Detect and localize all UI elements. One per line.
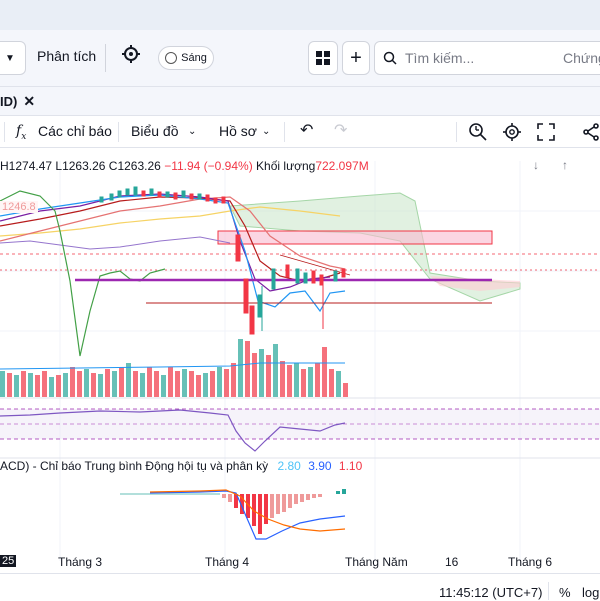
change-value: −11.94 (−0.94%) [164, 159, 253, 173]
axis-tick: 16 [445, 555, 459, 569]
high-value: H1274.47 [0, 159, 53, 173]
layout-grid-button[interactable] [308, 41, 338, 75]
volume-value: 722.097M [315, 159, 369, 173]
top-bar: ▼ Phân tích Sáng + Tìm kiếm... Chứng [0, 30, 600, 87]
fullscreen-icon[interactable] [537, 123, 555, 144]
share-icon[interactable] [582, 123, 600, 144]
chevron-down-icon[interactable]: ↓ [533, 158, 539, 172]
candlesticks [99, 186, 346, 335]
redo-icon[interactable]: ↷ [334, 122, 348, 139]
moving-average-line [0, 236, 231, 250]
status-bar: 11:45:12 (UTC+7) % log [0, 573, 600, 601]
axis-tick: Tháng 6 [508, 555, 553, 569]
chart-canvas[interactable] [0, 148, 600, 572]
axis-tick: Tháng Năm [345, 555, 408, 569]
tab-label: ID) [0, 93, 18, 109]
axis-tick: Tháng 3 [58, 555, 103, 569]
alert-search-icon[interactable] [468, 122, 488, 145]
trend-line[interactable] [279, 254, 351, 276]
securities-label: Chứng [563, 50, 600, 66]
divider [548, 582, 549, 600]
year-label: 25 [0, 555, 17, 567]
macd-title: ACD) - Chỉ báo Trung bình Động hội tụ và… [0, 459, 269, 473]
volume-histogram [0, 339, 348, 397]
settings-icon[interactable] [502, 122, 522, 145]
function-icon[interactable]: fx [16, 123, 27, 142]
signal-value: 3.90 [308, 459, 332, 473]
grid-icon [316, 51, 330, 65]
indicators-button[interactable]: Các chỉ báo [38, 123, 112, 139]
gear-icon[interactable] [121, 44, 141, 69]
log-toggle[interactable]: log [582, 585, 600, 600]
divider [456, 122, 457, 142]
symbol-dropdown-button[interactable]: ▼ [0, 41, 26, 75]
histogram-value: 1.10 [338, 459, 363, 473]
tab-chart[interactable]: ID) ✕ [0, 90, 35, 112]
divider [118, 122, 119, 142]
rsi-band [0, 409, 600, 439]
moving-average-line [0, 193, 331, 292]
resistance-zone[interactable] [217, 230, 493, 245]
search-placeholder: Tìm kiếm... [405, 50, 475, 66]
search-input[interactable]: Tìm kiếm... Chứng [374, 41, 600, 75]
percent-toggle[interactable]: % [559, 585, 571, 600]
volume-average-line [0, 362, 345, 370]
profile-button[interactable]: Hồ sơ [219, 123, 257, 139]
chevron-down-icon: ▼ [5, 52, 15, 64]
divider [105, 44, 106, 72]
ohlc-legend: H1274.47 L1263.26 C1263.26 −11.94 (−0.94… [0, 159, 369, 173]
clock-time[interactable]: 11:45:12 (UTC+7) [439, 585, 543, 600]
divider [4, 122, 5, 142]
divider [284, 122, 285, 142]
toggle-label: Sáng [181, 52, 207, 64]
moving-average-line [0, 194, 346, 313]
chart-toolbar: fx Các chỉ báo Biểu đồ ⌄ Hồ sơ ⌄ ↶ ↷ [0, 116, 600, 148]
chevron-up-icon[interactable]: ↑ [562, 158, 568, 172]
analysis-menu[interactable]: Phân tích [37, 48, 97, 64]
window-top-strip [0, 0, 600, 30]
macd-legend: ACD) - Chỉ báo Trung bình Động hội tụ và… [0, 459, 362, 473]
chevron-down-icon[interactable]: ⌄ [262, 126, 271, 137]
toggle-knob [165, 52, 178, 64]
chevron-down-icon[interactable]: ⌄ [188, 126, 197, 137]
search-icon [383, 51, 397, 65]
plus-icon: + [350, 46, 362, 69]
close-icon[interactable]: ✕ [23, 92, 36, 109]
ma-label: 1246.8 [0, 201, 38, 213]
macd-line [149, 490, 346, 540]
macd-value: 2.80 [277, 459, 301, 473]
close-value: C1263.26 [108, 159, 161, 173]
add-button[interactable]: + [342, 41, 370, 75]
chart-type-button[interactable]: Biểu đồ [131, 123, 179, 139]
rsi-line [0, 409, 346, 452]
low-value: L1263.26 [55, 159, 106, 173]
light-mode-toggle[interactable]: Sáng [158, 46, 214, 70]
tab-bar: ID) ✕ [0, 87, 600, 116]
undo-icon[interactable]: ↶ [300, 122, 314, 139]
time-axis[interactable]: 25 Tháng 3 Tháng 4 Tháng Năm 16 Tháng 6 [0, 550, 600, 572]
signal-line [149, 489, 346, 532]
volume-label: Khối lượng [256, 159, 316, 173]
axis-tick: Tháng 4 [205, 555, 250, 569]
